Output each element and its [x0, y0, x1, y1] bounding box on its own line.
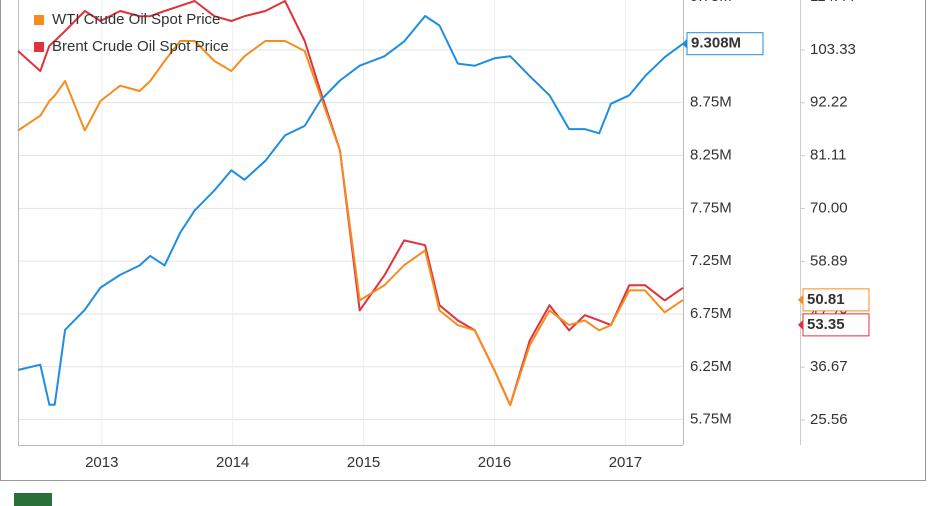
logo	[14, 493, 52, 506]
x-tick-label: 2014	[216, 454, 249, 471]
x-tick-label: 2013	[85, 454, 118, 471]
y2-tick-label: 70.00	[810, 199, 848, 216]
x-tick-label: 2015	[347, 454, 380, 471]
y-tick-label: 8.25M	[690, 146, 732, 163]
end-label-pointer	[682, 38, 687, 49]
end-label-box	[802, 288, 870, 312]
y2-tick-label: 81.11	[810, 147, 846, 164]
series-line	[17, 40, 684, 407]
y-tick-label: 6.25M	[690, 358, 732, 375]
end-label-box	[802, 313, 870, 337]
end-label: 50.81	[807, 291, 845, 308]
end-label-pointer	[798, 294, 803, 305]
x-tick-label: 2016	[478, 454, 511, 471]
y2-tick-label: 58.89	[810, 252, 848, 269]
y2-tick-label: 103.33	[810, 41, 856, 58]
y-tick-label: 5.75M	[690, 411, 732, 428]
legend-label: WTI Crude Oil Spot Price	[52, 11, 220, 28]
y-tick-label: 9.75M	[690, 0, 732, 5]
end-label: 53.35	[807, 316, 845, 333]
y-tick-label: 6.75M	[690, 305, 732, 322]
legend-swatch	[34, 15, 44, 25]
y-tick-label: 7.25M	[690, 252, 732, 269]
y2-tick-label: 25.56	[810, 411, 848, 428]
x-tick-label: 2017	[609, 454, 642, 471]
end-label-box	[686, 32, 764, 56]
legend-swatch	[34, 42, 44, 52]
y-tick-label: 8.75M	[690, 94, 732, 111]
end-label: 9.308M	[691, 35, 741, 52]
legend-label: Brent Crude Oil Spot Price	[52, 38, 229, 55]
y2-tick-label: 92.22	[810, 94, 848, 111]
series-line	[17, 15, 684, 406]
y2-tick-label: 36.67	[810, 358, 848, 375]
end-label-pointer	[798, 319, 803, 330]
y-tick-label: 7.75M	[690, 199, 732, 216]
y2-tick-label: 114.44	[810, 0, 855, 5]
